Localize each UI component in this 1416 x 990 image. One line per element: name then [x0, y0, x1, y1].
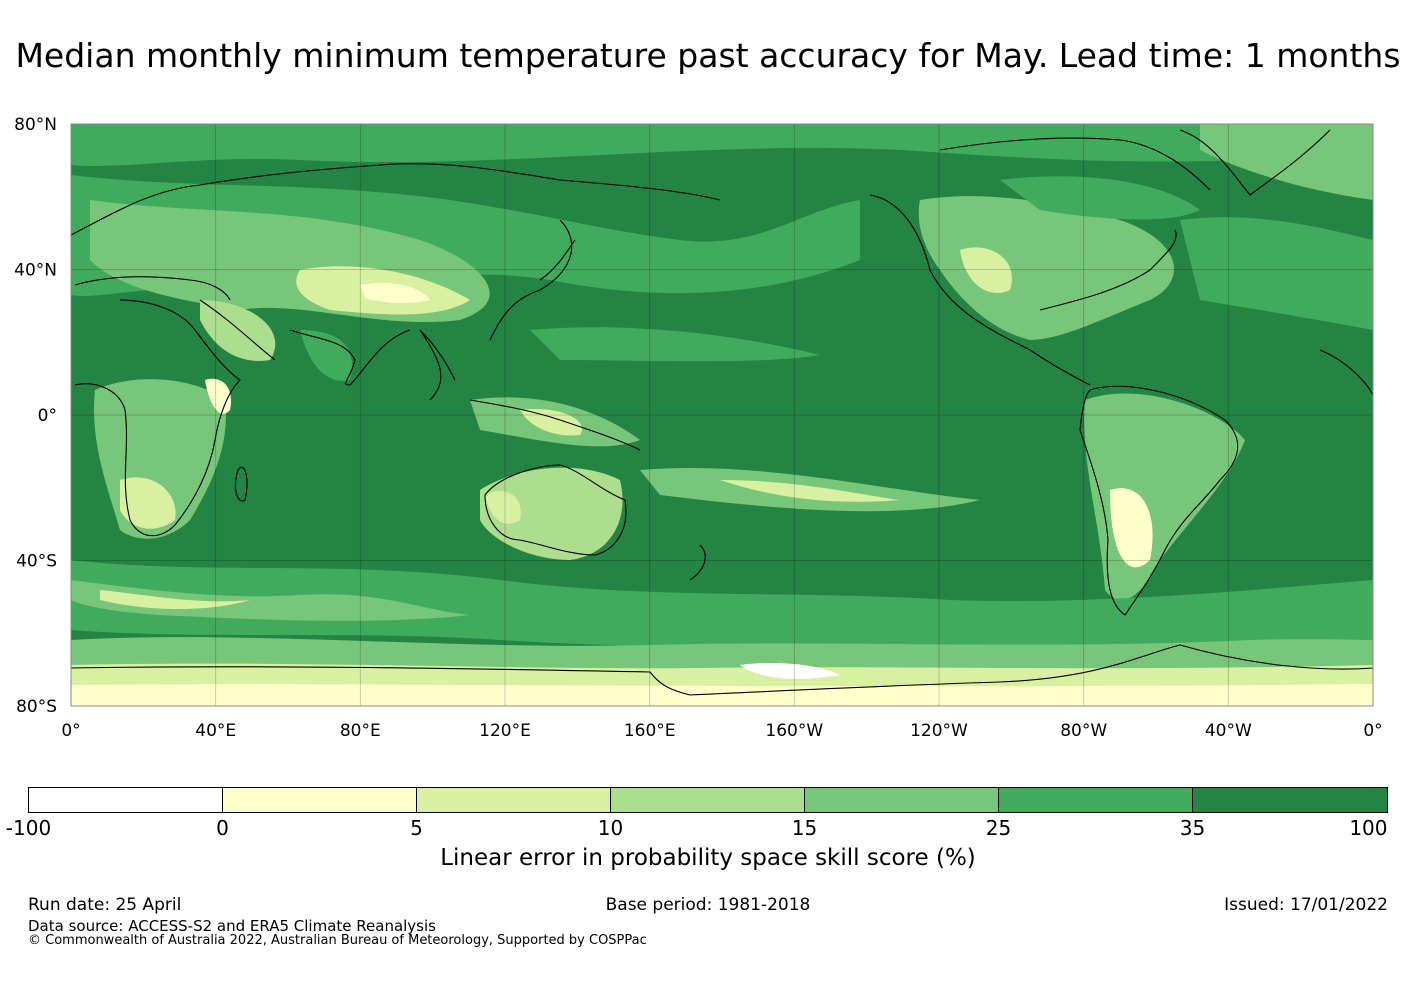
field-tropical-band — [530, 327, 820, 362]
colorbar-tick-label: 0 — [216, 816, 229, 840]
coast-se-asia — [419, 329, 641, 451]
field-antarctic-white — [740, 663, 840, 679]
field-southern-pale — [100, 590, 250, 609]
coast-mediterranean — [74, 276, 231, 301]
lon-label: 160°E — [624, 721, 676, 741]
lat-labels: 80°N 40°N 0° 40°S 80°S — [14, 115, 57, 717]
lon-label: 0° — [1363, 721, 1382, 741]
map-title: Median monthly minimum temperature past … — [15, 36, 1401, 75]
copyright: © Commonwealth of Australia 2022, Austra… — [28, 933, 647, 948]
colorbar-segment — [28, 787, 223, 813]
lon-label: 160°W — [765, 721, 823, 741]
lon-label: 120°W — [910, 721, 968, 741]
lat-label: 80°S — [16, 697, 57, 717]
coast-japan — [539, 239, 576, 281]
colorbar: -100 0 5 10 15 25 35 100 — [6, 787, 1388, 840]
issued-date: Issued: 17/01/2022 — [1224, 895, 1388, 915]
colorbar-segment — [610, 787, 805, 813]
field-maritime-pale — [520, 409, 582, 436]
colorbar-tick-label: 5 — [410, 816, 423, 840]
colorbar-segment — [416, 787, 611, 813]
lon-label: 80°W — [1060, 721, 1107, 741]
graticule — [71, 124, 1373, 706]
field-spcz-pale — [720, 480, 900, 502]
colorbar-segment — [804, 787, 999, 813]
coast-madagascar — [235, 467, 248, 502]
colorbar-tick-label: 100 — [1349, 816, 1387, 840]
lon-labels: 0° 40°E 80°E 120°E 160°E 160°W 120°W 80°… — [61, 721, 1382, 741]
field-antarctic-paler — [71, 684, 1373, 706]
field-southern-light — [71, 580, 470, 621]
colorbar-tick-label: -100 — [6, 816, 51, 840]
coast-europe-asia — [71, 163, 721, 401]
field-southern-band — [71, 560, 1373, 650]
coast-greenland — [1179, 129, 1331, 196]
field-north-america — [918, 196, 1174, 340]
colorbar-tick-label: 10 — [598, 816, 623, 840]
field-south-america-pale — [1110, 488, 1153, 568]
field-north-america-pale — [960, 247, 1012, 294]
lon-label: 120°E — [479, 721, 531, 741]
field-arctic-light — [1200, 124, 1373, 200]
field-australia-pale — [485, 491, 521, 524]
lat-label: 40°S — [16, 552, 57, 572]
lat-label: 0° — [38, 406, 57, 426]
coast-new-zealand — [689, 544, 706, 581]
run-date: Run date: 25 April — [28, 895, 182, 915]
base-period: Base period: 1981-2018 — [605, 895, 811, 915]
colorbar-tick-label: 25 — [986, 816, 1011, 840]
map-frame — [70, 123, 1374, 707]
field-australia — [480, 467, 623, 560]
field-arabia — [200, 300, 276, 361]
coast-australia — [484, 464, 627, 556]
colorbar-frame — [28, 787, 1388, 813]
lon-label: 0° — [61, 721, 80, 741]
lon-label: 80°E — [340, 721, 381, 741]
field-tibet-white — [360, 283, 430, 303]
skill-field — [71, 124, 1373, 706]
lon-label: 40°E — [195, 721, 236, 741]
field-india — [300, 330, 352, 381]
data-source: Data source: ACCESS-S2 and ERA5 Climate … — [28, 917, 436, 935]
coast-africa — [74, 299, 241, 537]
colorbar-segment — [1192, 787, 1388, 813]
field-africa-pale — [120, 477, 176, 529]
coastlines — [71, 129, 1373, 696]
coast-antarctica — [71, 644, 1373, 696]
lat-label: 80°N — [14, 115, 57, 135]
colorbar-title: Linear error in probability space skill … — [440, 845, 976, 871]
colorbar-tick-label: 35 — [1180, 816, 1205, 840]
field-north-america-dark — [1000, 176, 1200, 220]
coast-south-america — [1079, 385, 1239, 616]
colorbar-segment — [222, 787, 417, 813]
field-north-atlantic — [1180, 217, 1373, 330]
coast-arabia-india — [199, 299, 411, 386]
field-arctic — [71, 124, 1373, 167]
colorbar-segment — [998, 787, 1193, 813]
lon-label: 40°W — [1205, 721, 1252, 741]
coast-west-africa-right — [1319, 349, 1373, 396]
colorbar-tick-label: 15 — [792, 816, 817, 840]
lat-label: 40°N — [14, 261, 57, 281]
coast-north-america — [869, 137, 1211, 386]
